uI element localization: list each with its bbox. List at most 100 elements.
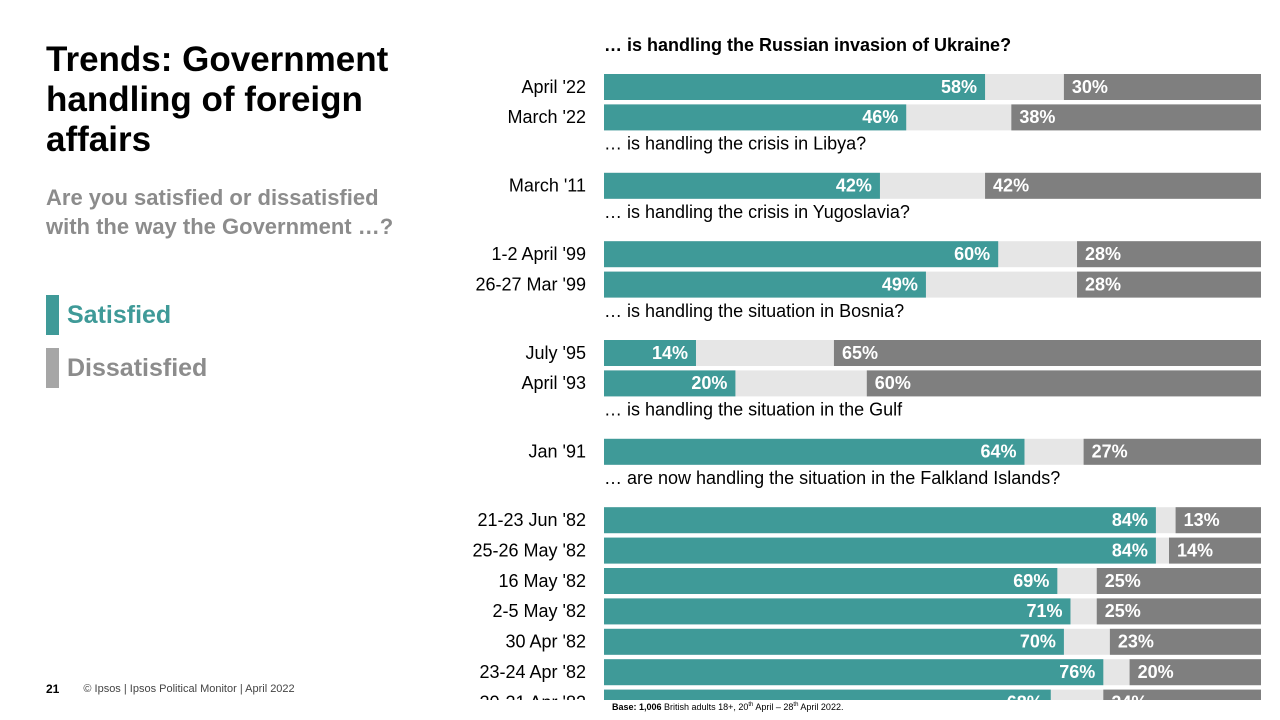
value-label-dissatisfied: 28% <box>1085 244 1121 264</box>
row-label: 1-2 April '99 <box>492 244 587 264</box>
row-label: April '22 <box>522 77 586 97</box>
bar-satisfied <box>604 370 736 397</box>
bar-dissatisfied <box>1096 598 1261 625</box>
value-label-dissatisfied: 30% <box>1072 77 1108 97</box>
legend-label-dissatisfied: Dissatisfied <box>67 353 208 382</box>
question-heading: … is handling the situation in the Gulf <box>604 400 903 420</box>
bar-dissatisfied <box>1129 659 1261 686</box>
bar-dissatisfied <box>1077 271 1261 298</box>
bar-dissatisfied <box>1011 104 1261 131</box>
value-label-satisfied: 49% <box>882 274 918 294</box>
bar-satisfied <box>604 438 1025 465</box>
value-label-dissatisfied: 24% <box>1111 692 1147 700</box>
page-title: Trends: Government handling of foreign a… <box>46 40 389 159</box>
bar-dissatisfied <box>1103 689 1261 700</box>
question-heading: … is handling the Russian invasion of Uk… <box>604 35 1011 55</box>
value-label-dissatisfied: 25% <box>1105 601 1141 621</box>
question-heading: … is handling the situation in Bosnia? <box>604 301 904 321</box>
value-label-dissatisfied: 38% <box>1019 107 1055 127</box>
row-label: March '11 <box>509 176 586 196</box>
base-note-sup-1: th <box>748 702 754 708</box>
base-note-text-3: April 2022. <box>798 702 844 712</box>
value-label-satisfied: 20% <box>691 373 727 393</box>
value-label-satisfied: 14% <box>652 343 688 363</box>
bar-satisfied <box>604 271 926 298</box>
bar-satisfied <box>604 628 1064 655</box>
bar-dissatisfied <box>1109 628 1261 655</box>
legend-item-dissatisfied: Dissatisfied <box>46 348 207 388</box>
bar-dissatisfied <box>985 172 1261 199</box>
row-label: April '93 <box>522 373 586 393</box>
value-label-satisfied: 84% <box>1112 510 1148 530</box>
value-label-dissatisfied: 60% <box>875 373 911 393</box>
value-label-dissatisfied: 65% <box>842 343 878 363</box>
value-label-satisfied: 76% <box>1059 662 1095 682</box>
bar-satisfied <box>604 340 696 366</box>
bar-satisfied <box>604 689 1051 700</box>
row-label: Jan '91 <box>529 442 586 462</box>
copyright-text: © Ipsos | Ipsos Political Monitor | Apri… <box>83 683 295 695</box>
footer: 21 © Ipsos | Ipsos Political Monitor | A… <box>46 682 295 696</box>
bar-satisfied <box>604 172 880 199</box>
value-label-dissatisfied: 23% <box>1118 632 1154 652</box>
value-label-dissatisfied: 20% <box>1138 662 1174 682</box>
value-label-satisfied: 60% <box>954 244 990 264</box>
row-label: July '95 <box>526 343 586 363</box>
bar-satisfied <box>604 568 1058 594</box>
base-note-text-1: British adults 18+, 20 <box>661 702 749 712</box>
value-label-satisfied: 64% <box>980 442 1016 462</box>
bar-satisfied <box>604 659 1104 686</box>
value-label-dissatisfied: 42% <box>993 176 1029 196</box>
bar-dissatisfied <box>1096 568 1261 594</box>
bar-dissatisfied <box>1083 438 1261 465</box>
bar-dissatisfied <box>1063 74 1261 100</box>
page-number: 21 <box>46 682 60 696</box>
base-note-sup-2: th <box>793 702 799 708</box>
question-heading: … is handling the crisis in Libya? <box>604 134 866 154</box>
bar-dissatisfied <box>1077 241 1261 268</box>
bar-satisfied <box>604 104 907 131</box>
base-note-bold: Base: 1,006 <box>612 702 662 712</box>
row-label: 26-27 Mar '99 <box>476 274 587 294</box>
bar-satisfied <box>604 74 986 100</box>
bar-satisfied <box>604 507 1156 534</box>
legend-item-satisfied: Satisfied <box>46 295 171 335</box>
bar-satisfied <box>604 598 1071 625</box>
row-label: 16 May '82 <box>499 571 587 591</box>
bar-satisfied <box>604 537 1156 564</box>
question-heading: … are now handling the situation in the … <box>604 468 1060 488</box>
value-label-satisfied: 58% <box>941 77 977 97</box>
value-label-satisfied: 69% <box>1013 571 1049 591</box>
stacked-bar-chart: … is handling the Russian invasion of Uk… <box>472 35 1261 700</box>
row-label: 30 Apr '82 <box>506 632 587 652</box>
value-label-satisfied: 71% <box>1026 601 1062 621</box>
bar-dissatisfied <box>866 370 1261 397</box>
value-label-dissatisfied: 14% <box>1177 540 1213 560</box>
row-label: 20-21 Apr '82 <box>479 692 586 700</box>
bar-dissatisfied <box>1169 537 1261 564</box>
bar-dissatisfied <box>833 340 1261 366</box>
base-note-text-2: April – 28 <box>753 702 794 712</box>
question-subtitle: Are you satisfied or dissatisfied with t… <box>46 185 394 239</box>
legend-label-satisfied: Satisfied <box>67 300 172 329</box>
bar-satisfied <box>604 241 999 268</box>
value-label-satisfied: 42% <box>836 176 872 196</box>
value-label-satisfied: 46% <box>862 107 898 127</box>
value-label-dissatisfied: 13% <box>1184 510 1220 530</box>
value-label-satisfied: 70% <box>1020 632 1056 652</box>
value-label-dissatisfied: 28% <box>1085 274 1121 294</box>
legend-swatch-dissatisfied <box>46 348 59 388</box>
value-label-satisfied: 84% <box>1112 540 1148 560</box>
row-label: 25-26 May '82 <box>472 540 586 560</box>
base-note: Base: 1,006 British adults 18+, 20th Apr… <box>612 702 843 712</box>
row-label: 23-24 Apr '82 <box>479 662 586 682</box>
bar-dissatisfied <box>1175 507 1261 534</box>
value-label-dissatisfied: 25% <box>1105 571 1141 591</box>
row-label: 2-5 May '82 <box>493 601 586 621</box>
row-label: March '22 <box>508 107 586 127</box>
value-label-satisfied: 68% <box>1007 692 1043 700</box>
question-heading: … is handling the crisis in Yugoslavia? <box>604 202 910 222</box>
row-label: 21-23 Jun '82 <box>477 510 586 530</box>
value-label-dissatisfied: 27% <box>1092 442 1128 462</box>
legend-swatch-satisfied <box>46 295 59 335</box>
